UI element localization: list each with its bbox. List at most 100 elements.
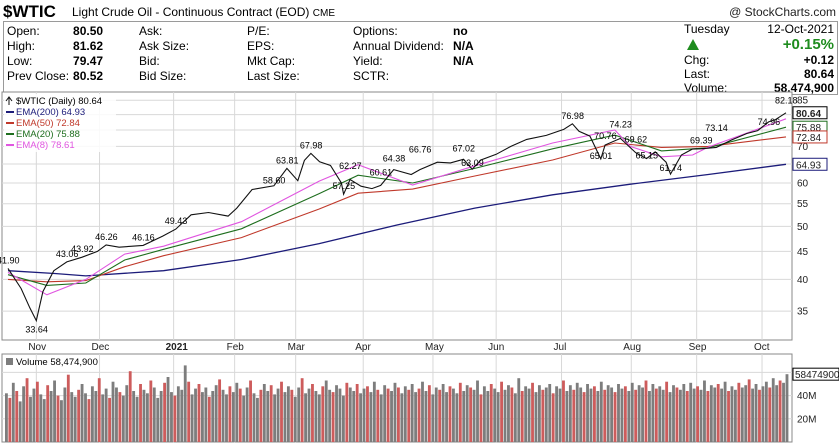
volume-bar: [672, 385, 675, 442]
volume-bar: [300, 378, 304, 442]
volume-bar: [152, 387, 156, 442]
axis-tag-text: 75.88: [796, 123, 821, 134]
price-annotation: 67.98: [300, 140, 323, 150]
volume-bar: [744, 385, 748, 442]
volume-bar: [60, 400, 63, 442]
volume-bar: [699, 389, 703, 442]
volume-bar: [139, 384, 142, 442]
volume-bar: [159, 391, 163, 442]
volume-bar: [383, 385, 387, 442]
quote-value: 79.47: [73, 54, 104, 68]
month-label: Sep: [689, 342, 707, 353]
volume-bar: [678, 389, 682, 442]
price-annotation: 73.14: [705, 123, 728, 133]
volume-bar: [696, 386, 699, 442]
month-label: May: [425, 342, 444, 353]
volume-bar: [194, 388, 197, 442]
volume-bar: [709, 385, 713, 442]
volume-bar: [654, 388, 658, 442]
volume-bar: [269, 385, 273, 442]
quote-row: Low: 79.47 Bid: Mkt Cap: Yield: N/A: [7, 54, 497, 69]
volume-bar: [716, 384, 720, 442]
last-label: Last:: [684, 67, 711, 81]
volume-bar: [462, 391, 466, 442]
volume-bar: [142, 389, 146, 442]
ema-line: [7, 126, 787, 286]
volume-bar: [369, 392, 373, 442]
volume-bar: [352, 391, 356, 442]
month-label: Aug: [623, 342, 641, 353]
volume-legend-title: Volume 58,474,900: [16, 357, 98, 368]
volume-bar: [338, 388, 342, 442]
volume-bar: [689, 382, 693, 442]
volume-bar: [293, 396, 297, 442]
price-annotation: 82.18: [775, 95, 798, 105]
volume-bar: [644, 380, 648, 442]
volume-bar: [740, 387, 744, 442]
volume-bar: [513, 393, 517, 442]
month-label: Dec: [92, 342, 110, 353]
axis-tag-box: [792, 130, 828, 144]
volume-tick-label: 40M: [797, 391, 816, 402]
volume-bar: [651, 384, 655, 442]
volume-bar: [335, 385, 338, 442]
quote-label: SCTR:: [353, 69, 390, 83]
volume-bar: [665, 381, 669, 442]
chg-value: +0.12: [803, 53, 834, 67]
volume-bar: [97, 378, 101, 442]
ema-line: [7, 118, 787, 296]
volume-bar: [720, 388, 724, 442]
volume-bar: [593, 386, 596, 442]
volume-bar: [400, 393, 404, 442]
quote-label: Open:: [7, 24, 40, 38]
volume-last-tag: 58474900: [795, 370, 839, 381]
quote-label: Bid Size:: [139, 69, 187, 83]
volume-bar: [228, 386, 232, 442]
date-label: 12-Oct-2021: [767, 22, 834, 36]
legend-title: $WTIC (Daily) 80.64: [16, 96, 102, 107]
volume-bar: [362, 388, 366, 442]
volume-bar: [118, 392, 122, 442]
volume-bar: [376, 389, 380, 442]
volume-bar: [589, 388, 593, 442]
volume-bar: [397, 387, 400, 442]
price-annotation: 43.06: [56, 249, 79, 259]
volume-bar: [25, 378, 29, 442]
volume-bar: [32, 388, 36, 442]
volume-bar: [455, 393, 459, 442]
volume-bar: [761, 386, 765, 442]
price-tick-label: 60: [797, 179, 809, 190]
volume-bar: [472, 389, 476, 442]
volume-bar: [166, 377, 170, 442]
volume-bar: [603, 389, 607, 442]
volume-bar: [452, 388, 455, 442]
volume-bar: [262, 384, 266, 442]
axis-value-tag: 64.93: [792, 157, 828, 171]
price-panel-frame: [1, 91, 793, 341]
volume-bar: [201, 392, 204, 442]
price-annotation: 64.38: [383, 153, 406, 163]
volume-bar: [225, 394, 228, 442]
quote-label: Prev Close:: [7, 69, 70, 83]
volume-bar: [737, 382, 741, 442]
volume-bar: [5, 393, 8, 442]
volume-bar: [8, 397, 12, 442]
volume-bar: [648, 391, 651, 442]
volume-bar: [503, 389, 507, 442]
volume-bar: [218, 379, 222, 442]
volume-bar: [751, 388, 755, 442]
price-annotation: 66.76: [409, 145, 432, 155]
volume-bar: [11, 382, 15, 442]
quote-label: High:: [7, 39, 36, 53]
volume-bar: [565, 391, 569, 442]
volume-bar: [66, 374, 70, 442]
quote-label: Low:: [7, 54, 33, 68]
price-tick-label: 70: [797, 142, 809, 153]
volume-bar: [348, 387, 352, 442]
price-annotation: 62.27: [339, 161, 362, 171]
volume-bar: [438, 389, 442, 442]
volume-bar: [568, 385, 572, 442]
quote-label: Yield:: [353, 54, 383, 68]
volume-bar: [77, 389, 81, 442]
